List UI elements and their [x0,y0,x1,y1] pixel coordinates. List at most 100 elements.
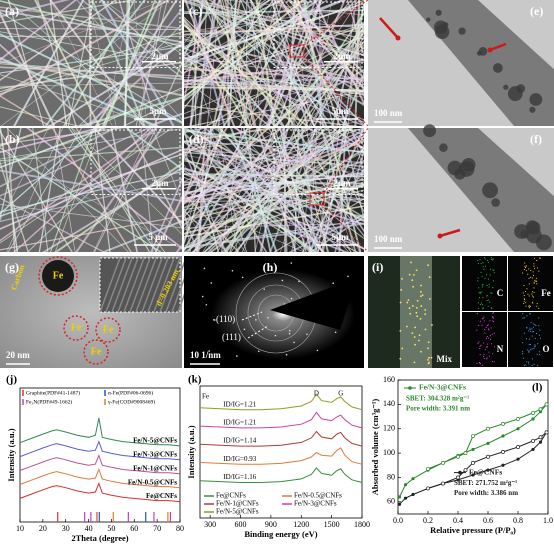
element-dot [532,331,534,333]
element-dot [523,303,525,305]
fiber [44,0,146,126]
inset-scale: 2μm [151,51,169,61]
fiber [184,77,364,85]
diffraction-spot [267,316,269,319]
element-dot [480,292,482,294]
series-line [19,417,181,447]
element-dot [533,265,535,267]
sem-image [0,0,182,126]
diffraction-spot [288,332,291,335]
element-dot [528,363,530,365]
mix-dot [421,294,424,296]
inset-scale: 2μm [333,178,351,188]
x-tick-label: 60 [130,524,138,533]
element-dot [478,297,480,299]
fiber [267,0,307,126]
x-tick-label: 80 [176,524,184,533]
panel-label: (h) [263,260,278,274]
element-dot [532,326,534,328]
diffraction-spot [285,353,288,356]
inset-box [90,1,181,69]
point [441,460,445,465]
tem-panel: (e) 100 nm [368,0,554,126]
mix-dot [409,312,412,315]
fiber [184,0,364,62]
fiber [0,128,99,215]
peak-label: G [338,390,343,398]
series-line [19,468,181,489]
fiber [68,128,158,252]
fiber [224,0,257,126]
element-dot [532,274,534,276]
fiber [191,148,364,252]
fiber [150,177,182,252]
lattice-fringe [141,257,163,313]
element-dot [528,343,530,345]
element-dot [484,332,486,334]
element-dot [477,302,479,304]
element-dot [527,273,529,275]
fiber [230,128,317,252]
fiber [184,183,364,200]
element-dot [534,338,536,340]
fiber [88,0,117,126]
element-dot [493,361,495,363]
fiber [100,0,175,126]
element-dot [479,354,481,356]
fiber [0,61,182,90]
element-dot [533,282,535,284]
inset-box [273,1,363,69]
y-tick-label: 100 [383,448,395,457]
chart: (l) 0.0 0.2 0.4 0.6 0.8 1.0 60 80 100 120 140 160 Rel… [370,375,553,535]
curve-label: Fe@CNFs [146,492,177,500]
mix-dot [415,307,418,309]
fiber [184,23,364,36]
mix-dot [424,309,427,311]
zoom-connector [323,204,369,253]
element-label: Fe [541,288,551,298]
fiber [0,66,182,78]
fiber [184,0,328,98]
element-dot [490,268,492,270]
fiber [49,0,145,126]
fiber [284,12,364,126]
arrow [439,228,461,238]
x-tick-label: 0.2 [423,516,433,525]
mix-dot [419,318,422,320]
fiber [75,128,151,252]
fiber [293,0,341,126]
series-line [19,481,181,503]
element-dot [538,307,540,309]
point [426,466,430,471]
fiber [184,128,260,219]
element-dot [483,355,485,357]
fiber [239,0,279,126]
point [441,481,445,486]
fiber [289,0,364,50]
diffraction-spot [241,276,244,279]
point [471,473,475,477]
element-dot [524,262,526,264]
point [397,502,402,506]
diffraction-spot [290,262,293,264]
point [516,445,520,449]
element-dot [531,364,533,366]
fiber [354,0,361,126]
point [456,454,460,459]
x-tick-label: 1800 [354,520,370,529]
particle-label: Fe [71,322,82,333]
element-dot [482,317,484,319]
element-dot [479,345,481,347]
element-dot [535,277,537,279]
element-dot [533,287,535,289]
fiber [202,0,253,126]
fiber [184,207,192,252]
curve-label: Fe/N-1@CNFs [133,464,177,472]
fiber [343,128,364,136]
lattice-fringe [111,257,133,313]
element-map [508,256,553,311]
element-dot [528,277,530,279]
fiber [221,0,255,126]
element-dot [487,346,489,348]
x-tick-label: 0.8 [513,516,523,525]
